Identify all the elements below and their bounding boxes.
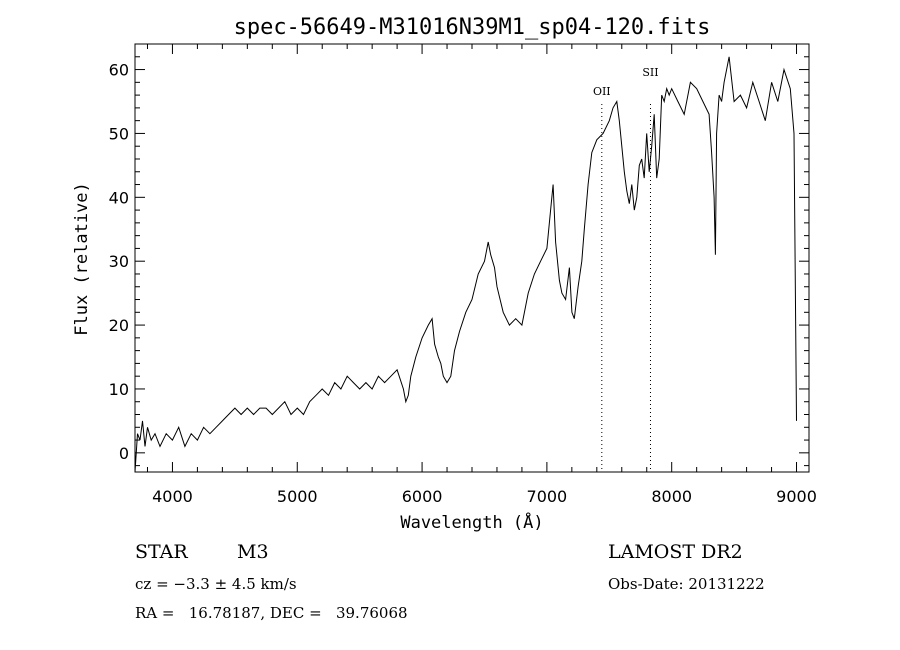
redshift-readout: cz = −3.3 ± 4.5 km/s: [135, 575, 297, 593]
y-tick-label: 0: [119, 444, 129, 463]
subclass: M3: [237, 541, 269, 563]
annotation-label: OII: [593, 85, 611, 98]
y-tick-label: 30: [109, 252, 129, 271]
x-axis: 4000 5000 6000 7000 8000 9000: [146, 44, 817, 506]
plot-frame: [134, 43, 810, 473]
coordinates: RA = 16.78187, DEC = 39.76068: [135, 604, 408, 622]
x-tick-label: 5000: [277, 487, 318, 506]
y-tick-label: 10: [109, 380, 129, 399]
y-tick-label: 50: [109, 124, 129, 143]
y-tick-label: 20: [109, 316, 129, 335]
y-axis-label: Flux (relative): [72, 182, 92, 336]
x-tick-label: 6000: [402, 487, 443, 506]
plot-border: [134, 43, 810, 473]
chart-title: spec-56649-M31016N39M1_sp04-120.fits: [234, 15, 711, 40]
x-axis-label: Wavelength (Å): [400, 511, 543, 533]
y-axis: 0 10 20 30 40 50 60: [109, 43, 809, 467]
survey-name: LAMOST DR2: [608, 541, 743, 563]
line-annotations: OII SII: [593, 66, 659, 472]
annotation-label: SII: [642, 66, 658, 79]
x-tick-label: 8000: [651, 487, 692, 506]
x-tick-label: 9000: [776, 487, 817, 506]
x-tick-label: 7000: [527, 487, 568, 506]
object-type: STAR: [135, 541, 188, 563]
y-tick-label: 40: [109, 188, 129, 207]
y-tick-label: 60: [109, 61, 129, 80]
obs-date: Obs-Date: 20131222: [608, 575, 765, 593]
x-tick-label: 4000: [152, 487, 193, 506]
spectrum-line: [134, 56, 797, 473]
